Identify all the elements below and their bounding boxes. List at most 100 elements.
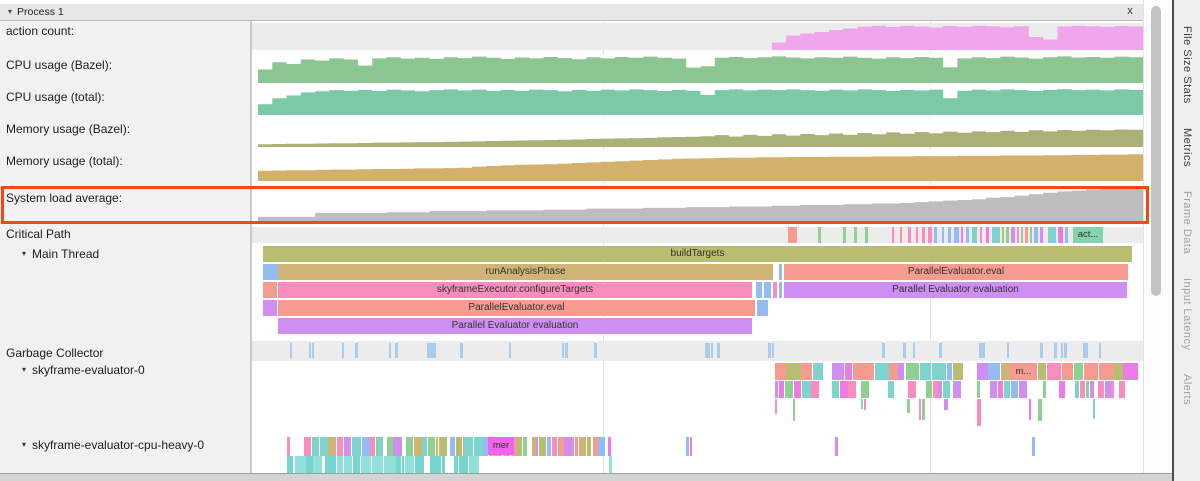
trace-slice[interactable] — [1083, 343, 1086, 358]
trace-slice[interactable] — [429, 456, 442, 473]
flame-slice[interactable] — [779, 282, 782, 298]
badge-slice[interactable]: mer — [488, 437, 514, 455]
trace-slice[interactable] — [1064, 343, 1067, 358]
trace-slice[interactable] — [287, 456, 290, 473]
trace-slice[interactable] — [1093, 399, 1096, 420]
critical-path-slice[interactable] — [1011, 227, 1015, 243]
critical-path-slice[interactable] — [818, 227, 821, 243]
trace-slice[interactable] — [779, 381, 784, 398]
trace-slice[interactable] — [308, 343, 312, 358]
trace-slice[interactable] — [593, 343, 597, 358]
counter-track-mem-total[interactable] — [252, 150, 1143, 181]
trace-slice[interactable] — [771, 343, 774, 358]
trace-slice[interactable] — [386, 437, 393, 456]
trace-slice[interactable] — [922, 399, 926, 420]
trace-slice[interactable] — [375, 437, 378, 456]
trace-slice[interactable] — [860, 381, 870, 398]
counter-track-cpu-total[interactable] — [252, 86, 1143, 115]
trace-slice[interactable] — [801, 363, 813, 380]
flame-slice[interactable]: skyframeExecutor.configureTargets — [278, 282, 752, 298]
trace-slice[interactable] — [394, 343, 398, 358]
trace-slice[interactable] — [775, 399, 778, 414]
flame-slice[interactable]: ParallelEvaluator.eval — [278, 300, 755, 316]
trace-slice[interactable] — [1086, 343, 1089, 358]
scrollbar-thumb[interactable] — [1151, 6, 1161, 296]
trace-slice[interactable] — [862, 363, 874, 380]
trace-slice[interactable] — [574, 437, 579, 456]
critical-path-slice[interactable] — [843, 227, 846, 243]
critical-path-slice[interactable] — [908, 227, 911, 243]
trace-slice[interactable] — [324, 456, 337, 473]
trace-slice[interactable] — [1104, 381, 1111, 398]
critical-path-slice[interactable] — [1048, 227, 1056, 243]
trace-slice[interactable] — [304, 437, 311, 456]
critical-path-slice[interactable] — [928, 227, 932, 243]
trace-slice[interactable] — [887, 381, 894, 398]
trace-slice[interactable] — [908, 381, 917, 398]
trace-slice[interactable] — [546, 437, 551, 456]
critical-path-slice[interactable] — [1065, 227, 1068, 243]
trace-slice[interactable] — [997, 381, 1004, 398]
flame-slice[interactable] — [756, 282, 762, 298]
trace-slice[interactable] — [510, 437, 519, 456]
trace-slice[interactable] — [1058, 381, 1066, 398]
trace-slice[interactable] — [460, 343, 463, 358]
trace-slice[interactable] — [977, 399, 981, 426]
trace-slice[interactable] — [378, 437, 384, 456]
trace-slice[interactable] — [708, 343, 711, 358]
trace-slice[interactable] — [1028, 399, 1032, 420]
trace-slice[interactable] — [464, 437, 474, 456]
trace-slice[interactable] — [768, 343, 771, 358]
trace-slice[interactable] — [455, 437, 462, 456]
trace-slice[interactable] — [1079, 381, 1086, 398]
trace-slice[interactable] — [295, 456, 306, 473]
flame-slice[interactable]: Parallel Evaluator evaluation — [784, 282, 1127, 298]
trace-slice[interactable] — [1098, 343, 1102, 358]
trace-slice[interactable] — [845, 363, 852, 380]
trace-slice[interactable] — [685, 437, 690, 456]
trace-slice[interactable] — [1097, 381, 1104, 398]
trace-slice[interactable] — [690, 437, 693, 456]
critical-path-slice[interactable] — [948, 227, 951, 243]
trace-slice[interactable] — [290, 343, 293, 358]
trace-slice[interactable] — [938, 343, 942, 358]
critical-path-slice[interactable] — [900, 227, 902, 243]
trace-slice[interactable] — [458, 456, 469, 473]
trace-slice[interactable] — [536, 437, 539, 456]
critical-path-slice[interactable] — [916, 227, 918, 243]
critical-path-slice[interactable] — [854, 227, 857, 243]
critical-path-slice[interactable] — [1002, 227, 1004, 243]
critical-path-slice[interactable] — [1058, 227, 1063, 243]
trace-slice[interactable] — [832, 381, 839, 398]
trace-slice[interactable] — [508, 343, 512, 358]
trace-slice[interactable] — [564, 437, 572, 456]
trace-slice[interactable] — [811, 381, 819, 398]
trace-slice[interactable] — [522, 437, 528, 456]
trace-slice[interactable] — [565, 343, 568, 358]
collapse-triangle-icon[interactable]: ▾ — [8, 7, 13, 16]
trace-slice[interactable] — [430, 343, 433, 358]
critical-path-slice[interactable] — [922, 227, 925, 243]
critical-path-slice[interactable] — [892, 227, 894, 243]
trace-slice[interactable] — [1114, 363, 1123, 380]
trace-slice[interactable] — [593, 437, 598, 456]
flame-slice[interactable] — [764, 282, 771, 298]
counter-track-action-count[interactable] — [252, 23, 1143, 50]
critical-path-slice[interactable] — [986, 227, 989, 243]
trace-slice[interactable] — [1018, 381, 1028, 398]
trace-slice[interactable] — [1038, 399, 1043, 421]
trace-slice[interactable] — [474, 437, 483, 456]
trace-slice[interactable] — [835, 437, 839, 456]
flame-slice[interactable]: runAnalysisPhase — [278, 264, 773, 280]
timeline-chart-area[interactable]: buildTargets runAnalysisPhase ParallelEval… — [252, 21, 1143, 473]
trace-slice[interactable] — [977, 363, 988, 380]
trace-slice[interactable] — [311, 437, 319, 456]
close-button[interactable]: x — [1127, 5, 1133, 17]
trace-slice[interactable] — [336, 437, 343, 456]
critical-path-slice[interactable] — [972, 227, 977, 243]
critical-path-slice[interactable] — [1017, 227, 1019, 243]
trace-slice[interactable] — [812, 363, 824, 380]
critical-path-slice[interactable] — [966, 227, 969, 243]
trace-slice[interactable] — [944, 399, 948, 410]
trace-slice[interactable] — [863, 399, 867, 411]
